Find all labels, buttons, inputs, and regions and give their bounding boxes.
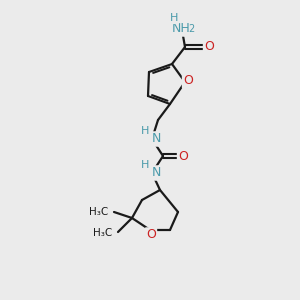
- Text: O: O: [183, 74, 193, 88]
- Text: O: O: [146, 229, 156, 242]
- Text: O: O: [178, 149, 188, 163]
- Text: H₃C: H₃C: [93, 228, 112, 238]
- Text: N: N: [151, 167, 161, 179]
- Text: N: N: [151, 133, 161, 146]
- Text: H: H: [141, 160, 149, 170]
- Text: NH: NH: [172, 22, 190, 35]
- Text: H: H: [170, 13, 178, 23]
- Text: 2: 2: [188, 24, 194, 34]
- Text: H: H: [141, 126, 149, 136]
- Text: O: O: [204, 40, 214, 53]
- Text: H₃C: H₃C: [89, 207, 108, 217]
